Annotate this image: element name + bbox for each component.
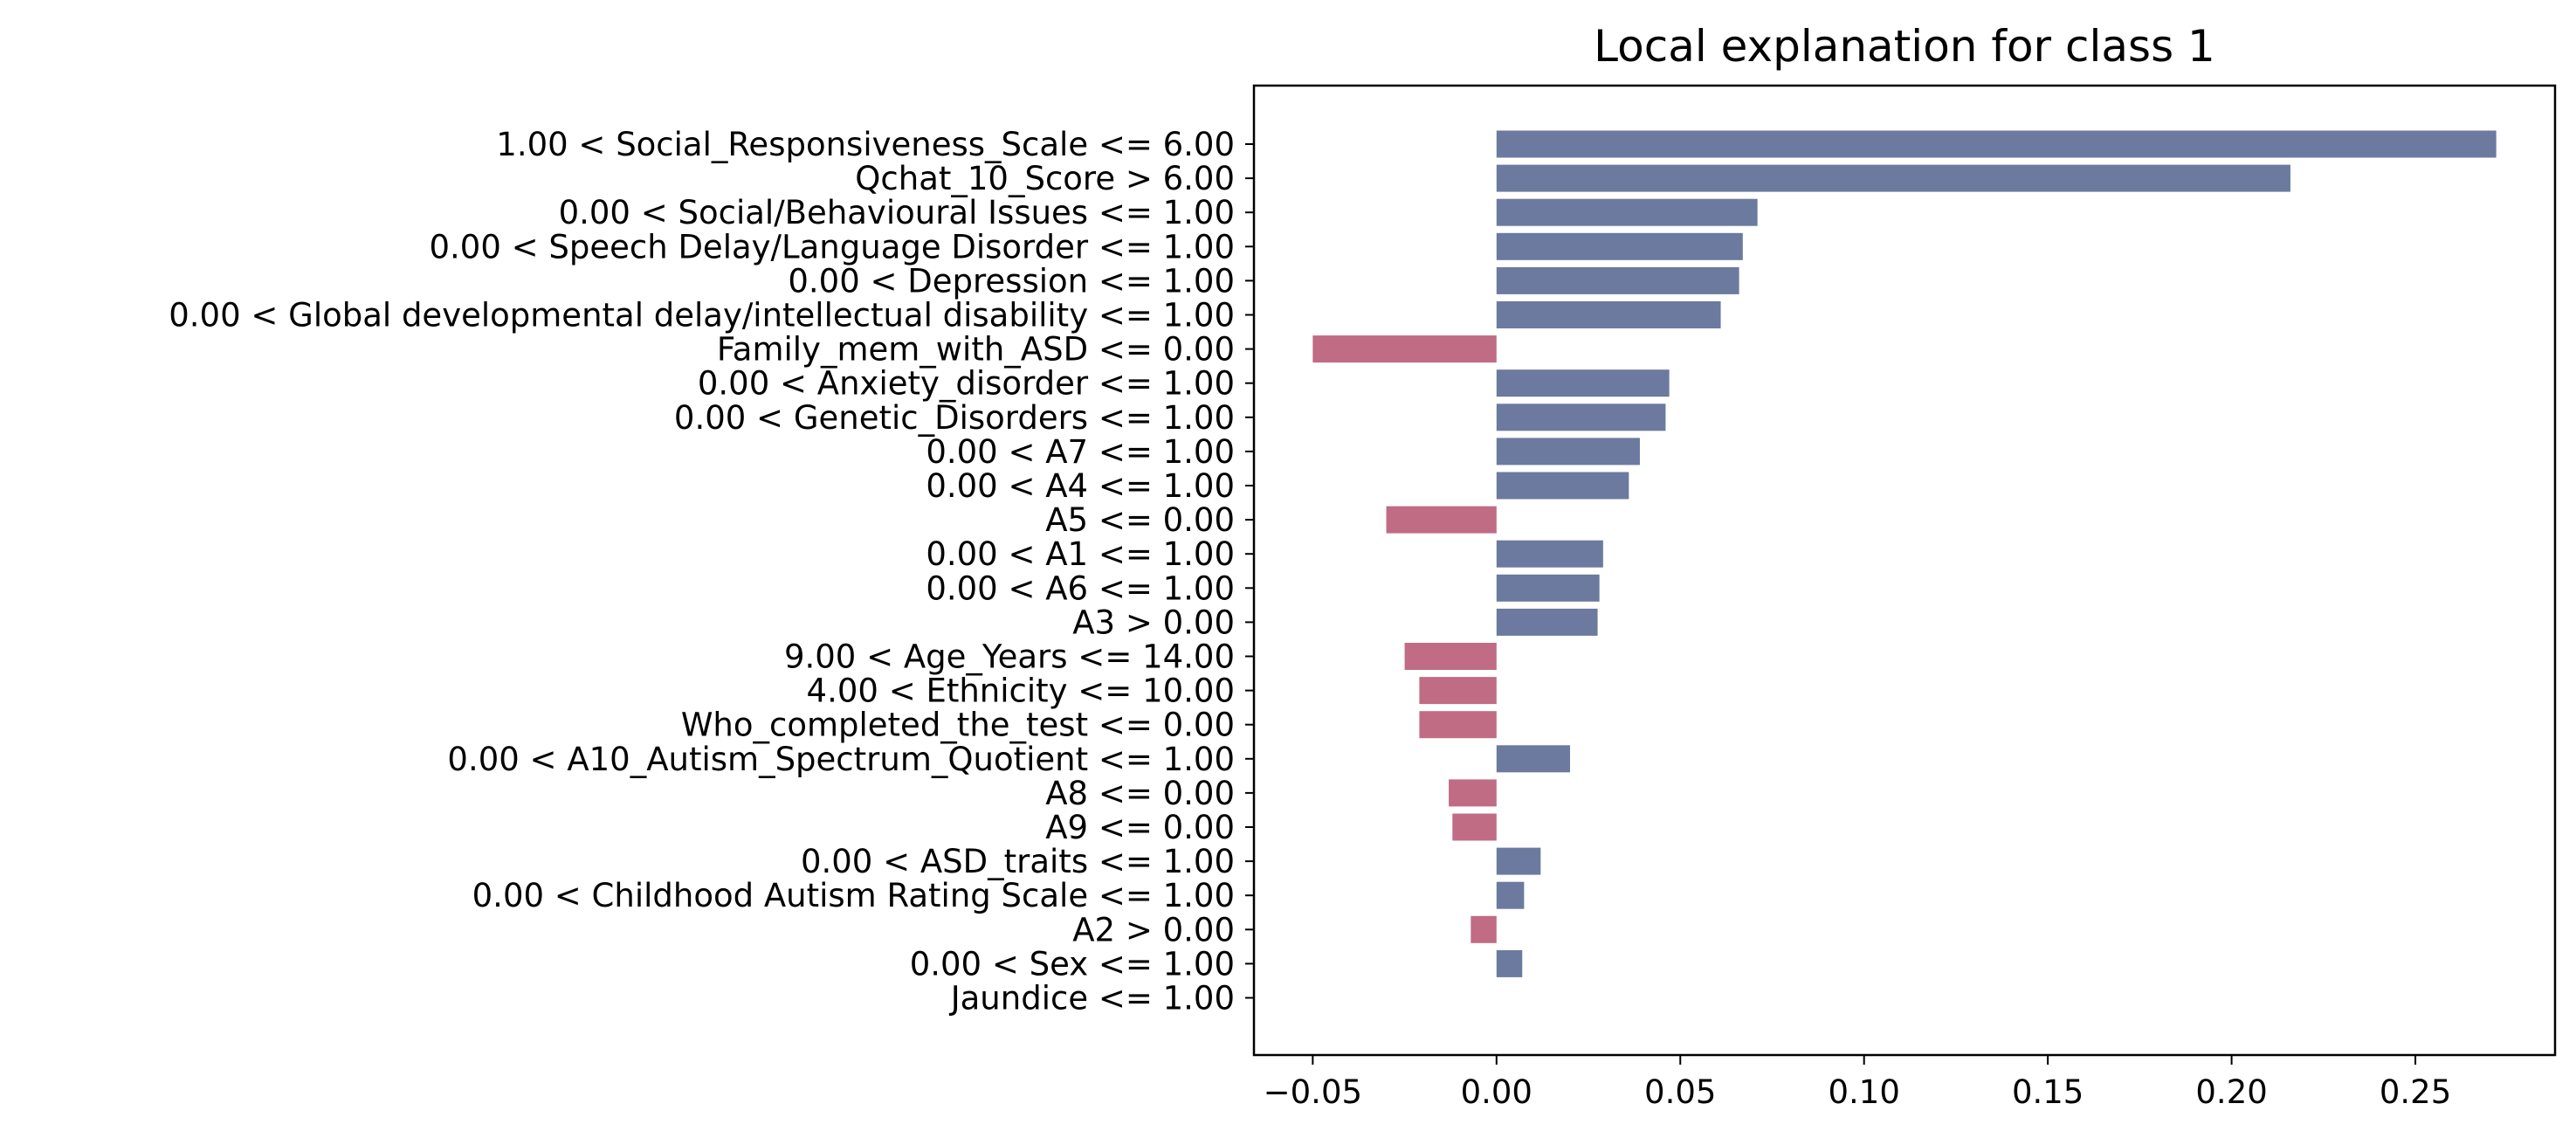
bar-4	[1496, 266, 1739, 294]
bar-5	[1496, 301, 1721, 328]
bar-18	[1496, 745, 1570, 773]
bar-16	[1419, 677, 1497, 705]
bars-layer	[1312, 130, 2497, 977]
y-tick-label-4: 0.00 < Depression <= 1.00	[788, 262, 1235, 300]
bar-24	[1496, 949, 1523, 977]
bar-11	[1386, 506, 1497, 534]
bar-21	[1496, 847, 1541, 875]
bar-15	[1404, 643, 1497, 670]
y-tick-label-1: Qchat_10_Score > 6.00	[855, 160, 1235, 197]
x-tick-label-4: 0.15	[2012, 1073, 2084, 1111]
bar-19	[1449, 779, 1497, 807]
y-tick-label-18: 0.00 < A10_Autism_Spectrum_Quotient <= 1…	[447, 741, 1235, 778]
bar-9	[1496, 438, 1640, 466]
y-tick-label-13: 0.00 < A6 <= 1.00	[926, 569, 1235, 607]
x-axis-ticks: −0.05 0.00 0.05 0.10 0.15 0.20 0.25	[1264, 1055, 2451, 1111]
bar-3	[1496, 232, 1743, 260]
y-tick-label-3: 0.00 < Speech Delay/Language Disorder <=…	[429, 228, 1235, 266]
y-tick-label-14: A3 > 0.00	[1072, 604, 1235, 641]
y-tick-label-20: A9 <= 0.00	[1045, 809, 1235, 846]
chart-title: Local explanation for class 1	[1594, 21, 2215, 72]
bar-1	[1496, 164, 2290, 192]
bar-8	[1496, 404, 1666, 431]
x-tick-label-1: 0.00	[1461, 1073, 1533, 1111]
y-tick-label-7: 0.00 < Anxiety_disorder <= 1.00	[698, 365, 1235, 403]
bar-6	[1312, 335, 1497, 363]
x-tick-label-5: 0.20	[2195, 1073, 2267, 1111]
bar-10	[1496, 472, 1629, 500]
bar-14	[1496, 608, 1598, 636]
bar-12	[1496, 540, 1603, 568]
y-tick-label-5: 0.00 < Global developmental delay/intell…	[169, 297, 1235, 335]
bar-23	[1471, 915, 1497, 943]
x-tick-label-3: 0.10	[1829, 1073, 1900, 1111]
y-tick-label-10: 0.00 < A4 <= 1.00	[926, 467, 1235, 505]
bar-20	[1452, 813, 1497, 841]
y-tick-label-9: 0.00 < A7 <= 1.00	[926, 433, 1235, 471]
y-tick-label-16: 4.00 < Ethnicity <= 10.00	[807, 673, 1235, 710]
x-tick-label-0: −0.05	[1264, 1073, 1362, 1111]
y-tick-label-21: 0.00 < ASD_traits <= 1.00	[801, 843, 1235, 880]
y-tick-label-0: 1.00 < Social_Responsiveness_Scale <= 6.…	[496, 126, 1235, 163]
y-tick-label-17: Who_completed_the_test <= 0.00	[681, 707, 1235, 744]
x-tick-label-6: 0.25	[2380, 1073, 2451, 1111]
bar-2	[1496, 198, 1758, 226]
y-tick-label-8: 0.00 < Genetic_Disorders <= 1.00	[674, 399, 1235, 437]
y-tick-label-25: Jaundice <= 1.00	[949, 980, 1235, 1017]
bar-0	[1496, 130, 2497, 158]
y-tick-label-22: 0.00 < Childhood Autism Rating Scale <= …	[472, 877, 1235, 914]
y-tick-label-11: A5 <= 0.00	[1045, 501, 1235, 539]
bar-17	[1419, 711, 1497, 739]
bar-22	[1496, 881, 1525, 909]
plot-frame	[1252, 84, 2557, 1057]
y-tick-label-24: 0.00 < Sex <= 1.00	[910, 945, 1235, 983]
y-tick-label-12: 0.00 < A1 <= 1.00	[926, 535, 1235, 573]
y-tick-labels: 1.00 < Social_Responsiveness_Scale <= 6.…	[169, 126, 1254, 1017]
x-tick-label-2: 0.05	[1644, 1073, 1716, 1111]
y-tick-label-15: 9.00 < Age_Years <= 14.00	[784, 638, 1235, 676]
bar-13	[1496, 574, 1600, 602]
y-tick-label-2: 0.00 < Social/Behavioural Issues <= 1.00	[559, 194, 1235, 231]
bar-7	[1496, 369, 1670, 397]
y-tick-label-23: A2 > 0.00	[1072, 911, 1235, 948]
y-tick-label-19: A8 <= 0.00	[1045, 775, 1235, 812]
y-tick-label-6: Family_mem_with_ASD <= 0.00	[717, 331, 1235, 369]
